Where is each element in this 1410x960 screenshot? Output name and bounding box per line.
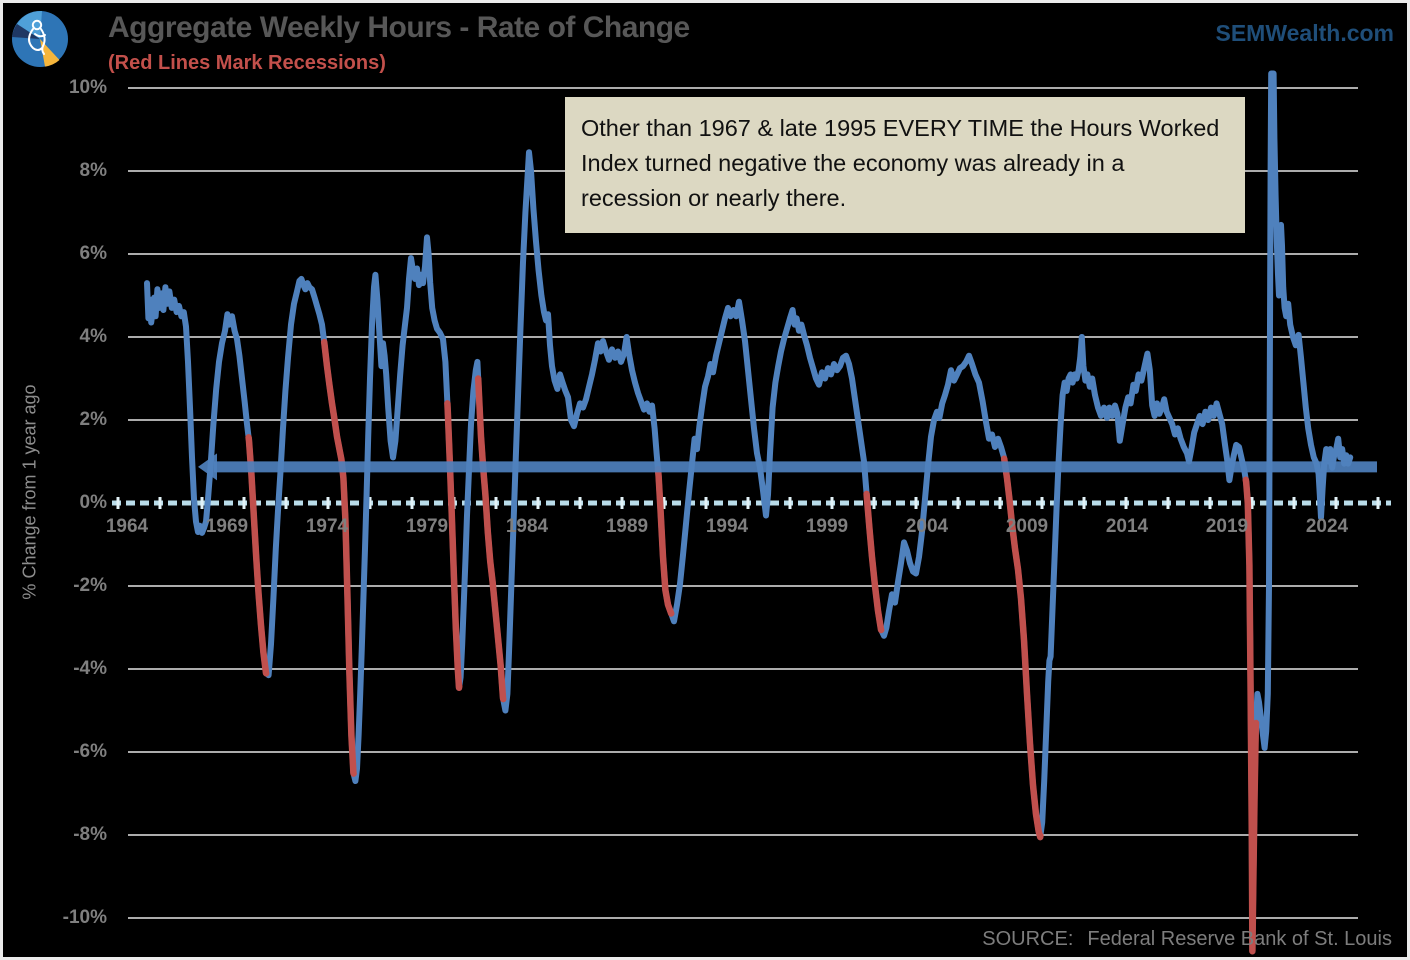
source-credit: SOURCE: Federal Reserve Bank of St. Louis (982, 928, 1392, 951)
annotation-text: Other than 1967 & late 1995 EVERY TIME t… (581, 115, 1220, 211)
annotation-box: Other than 1967 & late 1995 EVERY TIME t… (565, 97, 1245, 233)
recession-segment (245, 434, 270, 677)
source-text: Federal Reserve Bank of St. Louis (1087, 928, 1392, 950)
recession-segment (863, 490, 885, 634)
brand-link[interactable]: SEMWealth.com (1215, 20, 1395, 46)
page-title: Aggregate Weekly Hours - Rate of Change (108, 11, 690, 44)
recession-segment (320, 338, 357, 777)
average-line-arrowhead-icon (198, 453, 217, 481)
recession-segment (654, 465, 675, 617)
recession-segment (444, 400, 463, 691)
recession-segment (1242, 476, 1260, 955)
page-subtitle: (Red Lines Mark Recessions) (108, 52, 386, 74)
source-label: SOURCE: (982, 928, 1074, 950)
y-axis-title: % Change from 1 year ago (19, 384, 40, 600)
recession-segment (474, 375, 507, 703)
sem-wealth-logo-icon (12, 10, 68, 67)
recession-segment (1000, 455, 1044, 841)
